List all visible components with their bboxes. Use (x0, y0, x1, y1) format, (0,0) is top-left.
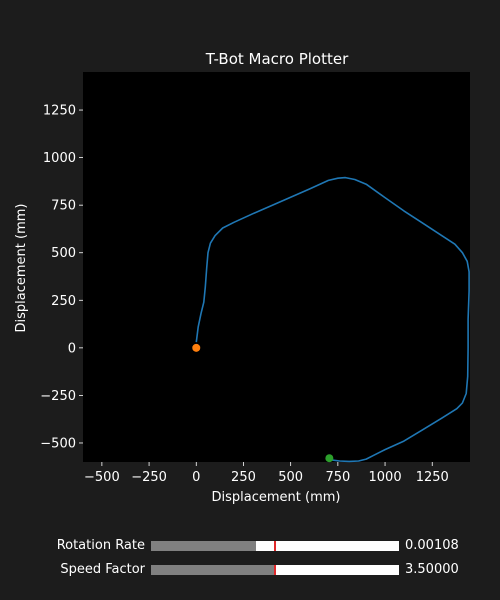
rotation-rate-label: Rotation Rate (56, 538, 145, 553)
marker-layer (192, 343, 334, 463)
x-tick-label: 250 (231, 470, 256, 485)
x-tick-label: 500 (278, 470, 303, 485)
speed-factor-initial-marker (274, 565, 276, 575)
trajectory-plot: T-Bot Macro Plotter −500 −250 0 250 500 750 10… (14, 50, 470, 505)
speed-factor-value: 3.50000 (405, 562, 459, 577)
speed-factor-label: Speed Factor (60, 562, 145, 577)
plot-area[interactable] (83, 72, 470, 462)
y-tick-label: −250 (40, 389, 76, 404)
series-layer (195, 176, 470, 463)
trajectory-line (195, 176, 470, 463)
y-tick-label: 500 (51, 246, 76, 261)
rotation-rate-slider[interactable] (150, 540, 400, 552)
rotation-rate-slider-fill[interactable] (151, 541, 257, 551)
x-axis-label: Displacement (mm) (212, 490, 341, 505)
speed-factor-slider-row: Speed Factor 3.50000 (0, 562, 500, 580)
y-tick-label: 250 (51, 294, 76, 309)
x-axis-ticks: −500 −250 0 250 500 750 1000 1250 (84, 462, 449, 485)
start-point-marker (192, 343, 201, 352)
rotation-rate-value: 0.00108 (405, 538, 459, 553)
end-point-marker (325, 454, 334, 463)
x-tick-label: −500 (84, 470, 120, 485)
y-tick-label: 750 (51, 199, 76, 214)
y-axis-label: Displacement (mm) (14, 204, 29, 333)
plot-title: T-Bot Macro Plotter (205, 50, 349, 68)
speed-factor-slider-fill[interactable] (151, 565, 275, 575)
y-tick-label: 0 (68, 341, 76, 356)
x-tick-label: −250 (131, 470, 167, 485)
y-tick-label: −500 (40, 436, 76, 451)
y-tick-label: 1000 (43, 151, 76, 166)
y-tick-label: 1250 (43, 104, 76, 119)
x-tick-label: 1000 (369, 470, 402, 485)
y-axis-ticks: −500 −250 0 250 500 750 1000 1250 (40, 104, 83, 451)
x-tick-label: 1250 (416, 470, 449, 485)
rotation-rate-initial-marker (274, 541, 276, 551)
x-tick-label: 750 (325, 470, 350, 485)
x-tick-label: 0 (192, 470, 200, 485)
rotation-rate-slider-row: Rotation Rate 0.00108 (0, 538, 500, 556)
speed-factor-slider[interactable] (150, 564, 400, 576)
